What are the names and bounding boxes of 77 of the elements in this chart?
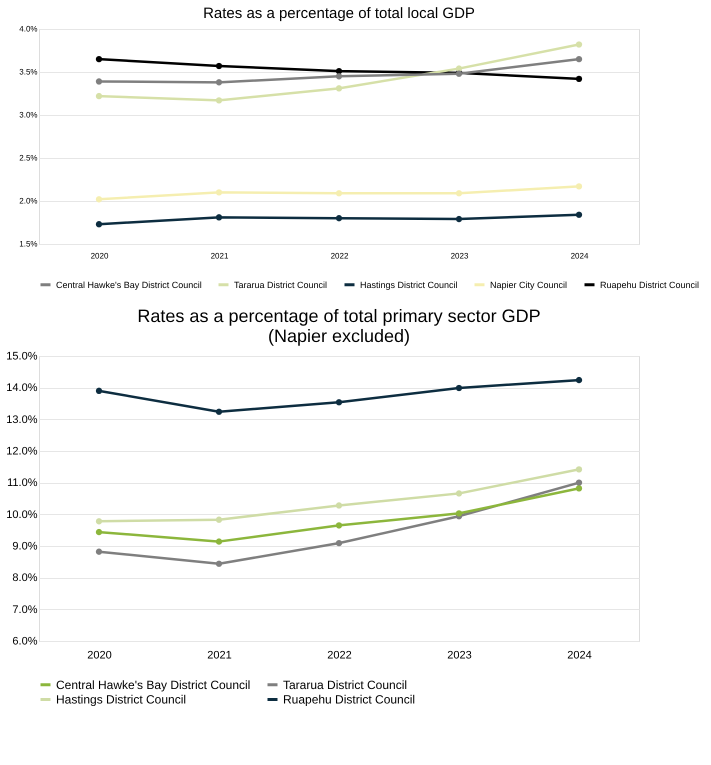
point <box>336 399 342 406</box>
point <box>336 502 342 509</box>
y-tick-label: 15.0% <box>6 350 38 362</box>
point <box>576 480 582 486</box>
x-tick-label: 2021 <box>207 650 232 662</box>
y-tick-label: 13.0% <box>6 414 38 426</box>
point <box>96 548 102 555</box>
point <box>96 56 102 62</box>
point <box>96 196 102 202</box>
legend-label: Hastings District Council <box>56 692 186 706</box>
chart-title: Rates as a percentage of total primary sector GDP (Napier excluded) <box>137 306 541 346</box>
point <box>336 85 342 92</box>
chart-title: Rates as a percentage of total local GDP <box>203 5 475 22</box>
x-tick-label: 2024 <box>570 252 589 260</box>
point <box>96 78 102 85</box>
y-tick-label: 12.0% <box>6 446 38 458</box>
legend-label: Tararua District Council <box>234 280 328 290</box>
point <box>576 466 582 473</box>
legend-label: Napier City Council <box>490 280 568 290</box>
point <box>216 97 222 104</box>
point <box>96 221 102 228</box>
point <box>216 214 222 220</box>
x-tick-label: 2022 <box>330 252 349 260</box>
x-tick-label: 2020 <box>87 650 112 662</box>
point <box>456 190 462 196</box>
point <box>576 212 582 218</box>
point <box>456 490 462 497</box>
point <box>576 41 582 48</box>
legend-label: Central Hawke's Bay District Council <box>56 280 202 290</box>
y-tick-label: 2.5% <box>19 154 38 162</box>
y-tick-label: 7.0% <box>12 604 38 616</box>
point <box>216 79 222 86</box>
point <box>456 216 462 222</box>
point <box>576 485 582 492</box>
point <box>336 73 342 80</box>
y-tick-label: 4.0% <box>19 24 38 34</box>
point <box>216 189 222 196</box>
y-tick-label: 3.5% <box>19 68 38 76</box>
point <box>216 538 222 545</box>
y-tick-label: 10.0% <box>6 508 38 521</box>
point <box>216 560 222 567</box>
point <box>336 522 342 529</box>
point <box>456 510 462 517</box>
point <box>216 62 222 70</box>
legend-label: Hastings District Council <box>360 280 458 290</box>
point <box>576 76 582 82</box>
point <box>96 528 102 536</box>
y-tick-label: 14.0% <box>6 382 38 394</box>
y-tick-label: 2.0% <box>19 196 38 206</box>
y-tick-label: 1.5% <box>19 240 38 248</box>
legend-label: Central Hawke's Bay District Council <box>56 678 250 692</box>
point <box>96 518 102 524</box>
y-tick-label: 3.0% <box>19 110 38 120</box>
x-tick-label: 2024 <box>567 650 592 662</box>
point <box>576 56 582 62</box>
point <box>576 376 582 384</box>
legend-label: Ruapehu District Council <box>283 692 416 706</box>
x-tick-label: 2021 <box>210 252 229 260</box>
point <box>216 516 222 523</box>
x-tick-label: 2022 <box>327 650 352 662</box>
point <box>336 540 342 546</box>
y-tick-label: 6.0% <box>12 636 38 648</box>
y-tick-label: 9.0% <box>12 540 38 552</box>
point <box>216 408 222 415</box>
legend-label: Ruapehu District Council <box>600 280 700 290</box>
x-tick-label: 2023 <box>450 252 469 260</box>
point <box>96 388 102 394</box>
point <box>456 384 462 392</box>
x-tick-label: 2020 <box>90 252 109 260</box>
point <box>336 215 342 222</box>
y-tick-label: 8.0% <box>12 572 38 584</box>
point <box>96 92 102 100</box>
point <box>576 183 582 190</box>
x-tick-label: 2023 <box>447 650 472 662</box>
y-tick-label: 11.0% <box>7 477 38 490</box>
legend-label: Tararua District Council <box>283 678 408 692</box>
point <box>336 190 342 196</box>
